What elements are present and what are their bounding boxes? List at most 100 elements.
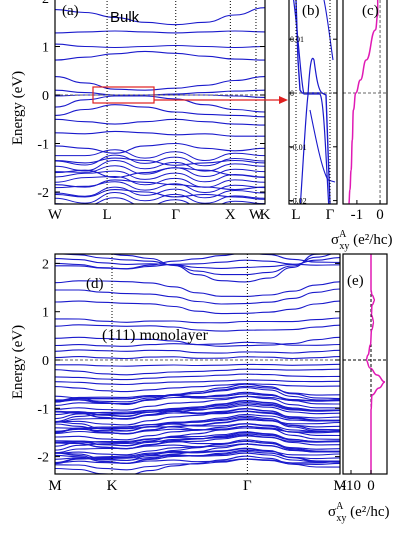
y-tick-label: 0 — [42, 354, 49, 369]
band-line — [55, 317, 340, 324]
k-point-label: W — [48, 207, 63, 223]
band-line — [55, 363, 340, 367]
y-tick-label: 0.01 — [290, 35, 304, 44]
band-line — [55, 383, 340, 393]
panel-e-ahc-curve — [365, 254, 386, 474]
panel-c-frame — [342, 0, 388, 205]
band-line — [55, 431, 340, 444]
panel-d-annotation: (111) monolayer — [102, 327, 209, 344]
band-line — [55, 423, 340, 433]
band-line — [309, 109, 336, 183]
panel-a-k-lines — [106, 0, 257, 204]
k-point-label: K — [107, 478, 118, 494]
panel-d: 2 1 0 -1 -2 M K Γ M (d) (111) monolayer Energy … — [10, 253, 347, 494]
panel-c-x-label: σA xy (e²/hc) — [331, 229, 393, 252]
panel-c-x-ticks: -1 0 — [351, 200, 384, 223]
band-line — [55, 157, 265, 166]
x-tick-label: 0 — [367, 478, 375, 494]
panel-b-y-ticks: 0.01 0 -0.01 -0.02 — [289, 35, 337, 206]
panel-e-x-ticks: -10 0 — [341, 470, 375, 494]
panel-e-label: (e) — [347, 273, 364, 289]
y-tick-label: -0.01 — [290, 143, 307, 152]
band-line — [55, 43, 265, 49]
band-line — [55, 197, 265, 204]
x-tick-label: 0 — [376, 207, 384, 223]
band-line — [108, 254, 323, 283]
panel-d-label: (d) — [86, 276, 104, 292]
panel-c-label: (c) — [362, 3, 379, 19]
y-tick-label: -1 — [37, 402, 49, 417]
y-tick-label: 2 — [42, 0, 49, 7]
y-tick-label: 2 — [42, 257, 49, 272]
band-line — [55, 288, 340, 305]
band-line — [55, 423, 340, 441]
panel-d-bands — [55, 254, 340, 474]
band-line — [55, 189, 265, 200]
band-line — [55, 405, 340, 416]
band-line — [55, 391, 340, 406]
band-line — [55, 408, 340, 426]
band-line — [55, 159, 265, 172]
k-point-label: Γ — [243, 478, 252, 494]
band-line — [55, 435, 340, 450]
band-line — [55, 89, 265, 96]
panel-a-annotation: Bulk — [110, 9, 140, 26]
band-line — [55, 30, 265, 34]
band-line — [55, 179, 265, 191]
band-line — [55, 186, 265, 199]
band-line — [55, 50, 265, 61]
band-line — [55, 142, 265, 154]
band-line — [55, 175, 265, 188]
band-line — [55, 410, 340, 423]
panel-c: -1 0 (c) σA xy (e²/hc) — [331, 0, 393, 252]
k-point-label: Γ — [171, 207, 180, 223]
x-tick-label: -1 — [351, 207, 364, 223]
band-line — [55, 259, 340, 270]
band-line — [55, 130, 265, 137]
panel-a-label: (a) — [62, 3, 79, 19]
k-point-label: L — [102, 207, 111, 223]
band-line — [55, 440, 340, 456]
panel-a-bands — [55, 7, 265, 204]
band-line — [55, 349, 340, 354]
band-line — [55, 434, 340, 447]
band-line — [55, 356, 340, 360]
k-point-label: L — [291, 207, 300, 223]
band-line — [299, 57, 323, 204]
band-line — [55, 118, 265, 126]
k-point-label: W — [249, 207, 264, 223]
band-line — [55, 170, 265, 183]
panel-a-x-ticks: W L Γ X WK — [48, 207, 271, 223]
band-line — [55, 341, 340, 347]
band-line — [55, 452, 340, 464]
band-line — [55, 95, 265, 113]
panel-e-x-label: σA xy (e²/hc) — [328, 501, 390, 524]
zoom-arrow-head — [279, 96, 288, 104]
y-tick-label: -2 — [37, 451, 49, 466]
band-line — [55, 191, 265, 204]
panel-e: -10 0 (e) σA xy (e²/hc) — [328, 253, 390, 524]
band-line — [55, 254, 334, 276]
panel-a-y-label: Energy (eV) — [10, 71, 26, 145]
band-line — [55, 149, 265, 162]
y-tick-label: 1 — [42, 306, 49, 321]
panel-d-frame — [54, 253, 341, 475]
band-line — [55, 165, 265, 178]
k-point-label: M — [333, 478, 346, 494]
panel-d-y-label: Energy (eV) — [10, 325, 26, 399]
band-line — [55, 76, 265, 91]
k-point-label: Γ — [326, 207, 335, 223]
panel-d-k-lines — [111, 254, 248, 474]
k-point-label: X — [225, 207, 236, 223]
panel-b-frame — [288, 0, 338, 205]
band-line — [55, 7, 265, 26]
band-line — [55, 458, 340, 464]
band-line — [55, 300, 340, 315]
y-tick-label: -2 — [37, 186, 49, 201]
band-line — [55, 280, 340, 297]
